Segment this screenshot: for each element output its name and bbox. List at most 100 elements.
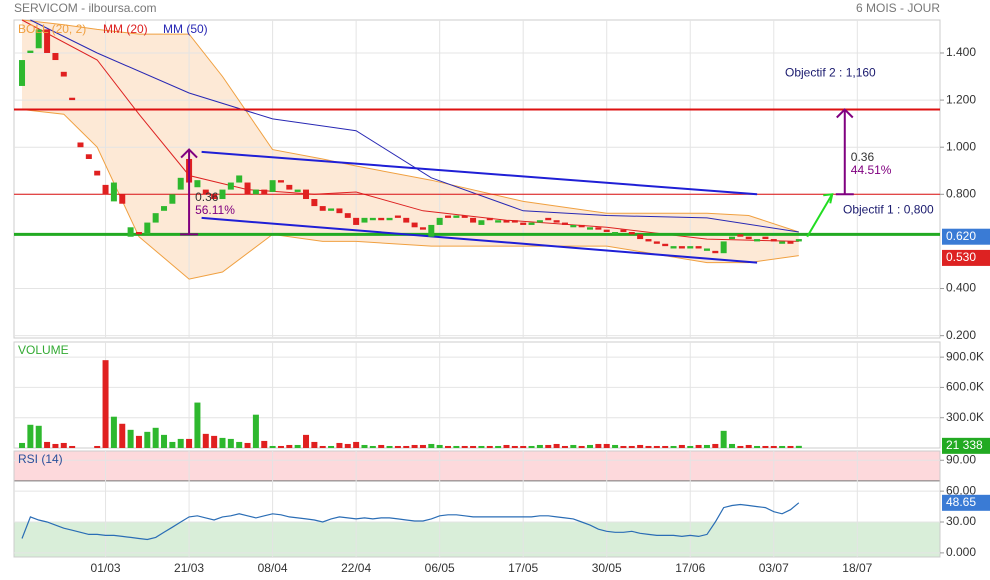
volume-bar [670,445,677,448]
candle [135,232,142,235]
volume-bar [110,416,117,448]
x-tick-label: 22/04 [341,561,371,575]
candle [587,227,594,230]
candle [386,217,393,221]
volume-bar [428,443,435,448]
volume-bar [536,444,543,448]
volume-bar [303,434,310,448]
volume-bar [511,445,518,448]
candle [545,217,552,221]
candle [503,220,510,223]
candle [286,184,293,190]
y-tick-label: 0.200 [946,328,976,342]
volume-bar [311,441,318,448]
volume-bar [528,445,535,448]
y-tick-label: 1.200 [946,92,976,106]
candle [720,241,727,254]
volume-bar [403,445,410,448]
trend-line [201,150,758,196]
breakout-head [823,193,834,204]
volume-bar [787,445,794,448]
trend-line [201,216,758,264]
candle [670,246,677,249]
candle [561,222,568,225]
candle [770,239,777,242]
chart-title: SERVICOM - ilboursa.com [14,1,156,15]
y-tick-label: 600.0K [946,380,984,394]
candle [261,189,268,195]
candle [361,217,368,223]
price-tag-label: 48.65 [946,495,976,509]
volume-bar [211,435,218,448]
volume-bar [219,437,226,448]
volume-bar [194,402,201,448]
volume-bar [186,438,193,448]
volume-bar [102,360,109,448]
move-head [180,148,198,159]
candle [436,217,443,225]
candle [637,234,644,240]
move-label: 44.51% [851,163,892,177]
candle [303,189,310,200]
volume-bar [344,443,351,448]
volume-bar [369,445,376,448]
candle [737,234,744,237]
volume-bar [612,444,619,448]
volume-bar [353,441,360,448]
y-tick-label: 30.00 [946,514,976,528]
price-tag-label: 21 338 [946,438,983,452]
volume-bar [695,444,702,448]
price-tag [942,437,990,454]
volume-bar [127,429,134,448]
candle [236,175,243,183]
candle [294,189,301,192]
bollinger-lower [21,109,799,280]
candle [60,71,67,77]
volume-bar [470,445,477,448]
volume-bar [553,443,560,448]
panel-frame [13,19,941,339]
volume-bar [545,444,552,448]
moving-average [30,19,799,233]
volume-bar [737,445,744,448]
rsi-line [21,502,800,541]
volume-bar [411,444,418,448]
candle [94,170,101,176]
panel-frame [13,341,941,449]
volume-bar [294,444,301,448]
candle [578,224,585,228]
y-tick-label: 60.00 [946,483,976,497]
candle [127,227,134,237]
volume-bar [486,445,493,448]
candle [369,217,376,221]
candle [461,215,468,218]
volume-bar [436,444,443,448]
candle [44,29,51,53]
volume-bar [60,442,67,448]
candle [177,177,184,190]
rsi-zone [14,522,940,557]
candle [227,182,234,190]
candle [353,217,360,225]
candle [194,180,201,188]
y-tick-label: 1.000 [946,139,976,153]
volume-bar [394,445,401,448]
volume-bar [712,443,719,448]
candle [252,189,259,195]
volume-bar [319,445,326,448]
bollinger-upper [21,19,799,233]
panel-title: RSI (14) [18,452,63,466]
candle [779,241,786,244]
volume-bar [227,438,234,448]
candle [745,236,752,240]
y-tick-label: 1.400 [946,45,976,59]
y-tick-label: 0.800 [946,186,976,200]
volume-bar [645,445,652,448]
candle [344,213,351,218]
x-tick-label: 03/07 [759,561,789,575]
candle [411,222,418,228]
candle [269,180,276,192]
move-label: 56.11% [195,203,235,217]
objective-label: Objectif 2 : 1,160 [785,66,876,80]
